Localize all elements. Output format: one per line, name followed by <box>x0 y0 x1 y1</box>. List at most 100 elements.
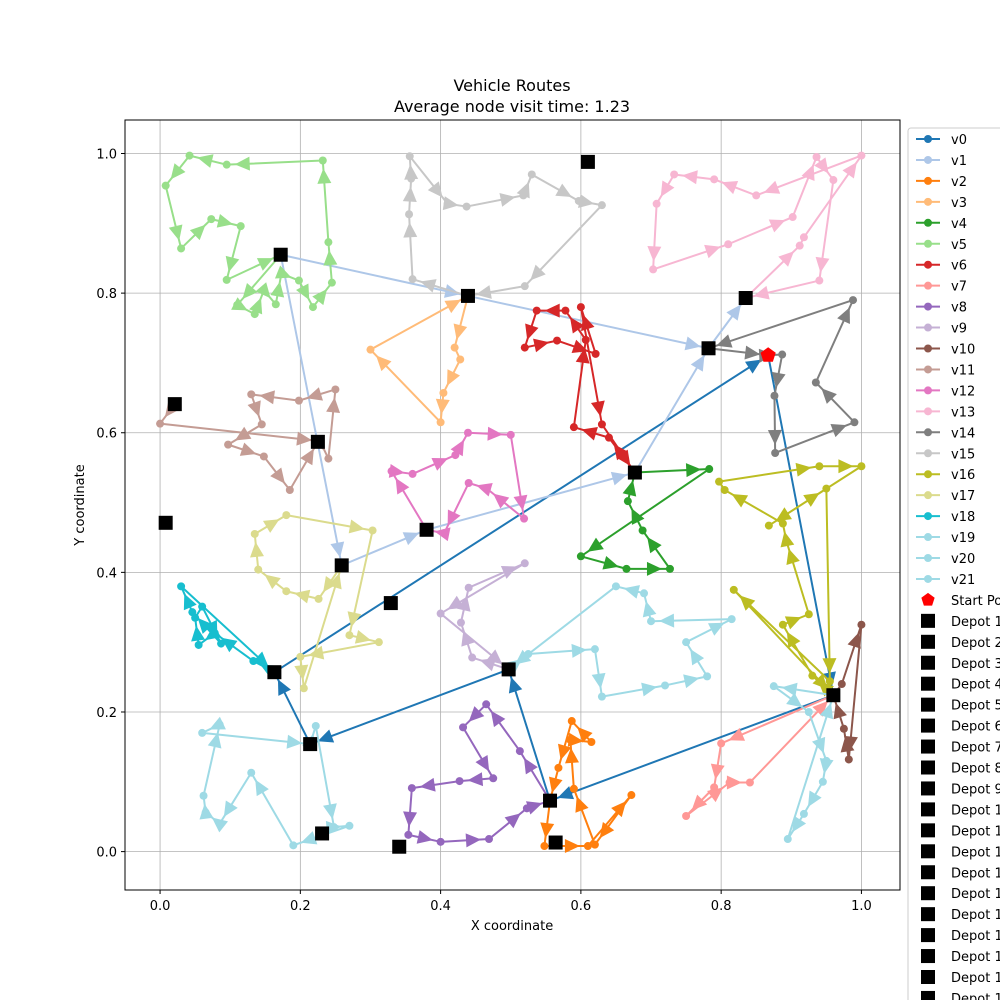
route-arrow <box>461 630 475 647</box>
route-arrow <box>745 359 762 374</box>
route-node <box>482 484 491 493</box>
route-arrow <box>447 509 461 527</box>
route-node <box>199 791 208 800</box>
route-arrow <box>493 493 510 509</box>
legend-marker <box>924 135 932 143</box>
route-arrow <box>707 787 724 803</box>
legend-label: v1 <box>951 154 967 169</box>
route-v2 <box>540 717 636 854</box>
route-node <box>327 278 336 287</box>
route-arrow <box>296 283 310 301</box>
route-node <box>576 303 585 312</box>
route-arrow <box>786 692 803 708</box>
route-arrow <box>249 297 263 315</box>
route-arrow <box>581 427 598 441</box>
route-arrow <box>575 796 589 813</box>
route-arrow <box>685 463 702 478</box>
route-node <box>177 582 186 591</box>
route-node <box>825 677 834 686</box>
depot-marker <box>315 826 330 841</box>
route-arrow <box>716 334 733 348</box>
legend-marker <box>924 407 932 416</box>
route-node <box>795 241 804 250</box>
legend-item-v16: v16 <box>916 468 975 483</box>
legend-label: Depot 1 <box>951 845 1000 860</box>
route-arrow <box>317 168 332 184</box>
route-arrow <box>225 255 240 273</box>
route-arrow <box>647 246 662 262</box>
route-node <box>224 440 233 449</box>
route-node <box>520 343 529 352</box>
legend-marker <box>921 781 935 796</box>
route-node <box>459 723 468 732</box>
route-arrow <box>416 830 433 844</box>
route-arrow <box>768 219 786 233</box>
route-arrow <box>286 734 303 749</box>
legend-marker <box>924 574 932 583</box>
route-arrow <box>728 727 746 741</box>
route-arrow <box>402 532 420 546</box>
route-arrow <box>838 459 854 474</box>
route-node <box>590 840 599 849</box>
legend-label: Depot 3 <box>951 657 1000 672</box>
route-node <box>532 306 541 315</box>
depot-marker <box>303 737 318 752</box>
route-arrow <box>450 439 465 457</box>
route-arrow <box>347 611 362 628</box>
legend-marker <box>921 844 935 859</box>
route-node <box>520 514 529 523</box>
route-arrow <box>323 250 338 266</box>
route-node <box>705 465 714 474</box>
route-node <box>850 418 859 427</box>
route-node <box>812 152 821 161</box>
route-arrow <box>557 786 575 800</box>
legend: v0 v1 v2 v3 v4 v5 v6 v7 v8 v9 v10 v11 v12 v13 v14 v15 v1… <box>907 127 1000 1000</box>
route-node <box>177 244 186 253</box>
route-arrow <box>499 192 516 207</box>
route-node <box>330 823 339 832</box>
route-arrow <box>710 763 725 780</box>
route-arrow <box>812 701 828 717</box>
route-node <box>783 835 792 844</box>
route-arrow <box>395 478 410 495</box>
route-node <box>622 564 631 573</box>
route-node <box>553 336 562 345</box>
route-node <box>249 657 258 666</box>
route-node <box>581 335 590 344</box>
legend-label: v0 <box>951 133 967 148</box>
route-node <box>404 830 413 839</box>
route-node <box>259 286 268 295</box>
route-arrow <box>558 743 572 761</box>
route-node <box>725 778 734 787</box>
x-axis-label: X coordinate <box>471 919 553 934</box>
legend-marker <box>924 470 932 479</box>
route-arrow <box>623 585 640 599</box>
depot-marker <box>392 839 407 854</box>
legend-marker <box>924 428 932 437</box>
route-node <box>665 564 674 573</box>
route-node <box>652 199 661 208</box>
legend-marker <box>924 365 932 374</box>
legend-label: v12 <box>951 384 975 399</box>
route-node <box>583 842 592 851</box>
route-node <box>727 615 736 624</box>
route-node <box>822 756 831 765</box>
route-node <box>324 454 333 463</box>
legend-marker <box>924 491 932 500</box>
route-arrow <box>795 462 812 477</box>
legend-item-v20: v20 <box>916 552 975 567</box>
route-arrow <box>683 674 700 689</box>
route-arrow <box>270 467 285 484</box>
route-v3 <box>366 291 472 427</box>
route-node <box>627 791 636 800</box>
y-tick-label: 1.0 <box>96 148 117 163</box>
route-arrow <box>565 747 579 764</box>
route-node <box>769 682 778 691</box>
route-arrow <box>611 801 627 818</box>
legend-label: Depot 1 <box>951 908 1000 923</box>
route-arrow <box>234 156 250 171</box>
route-node <box>215 720 224 729</box>
route-arrow <box>402 186 417 203</box>
route-node <box>587 738 596 747</box>
depot-marker <box>267 665 282 680</box>
